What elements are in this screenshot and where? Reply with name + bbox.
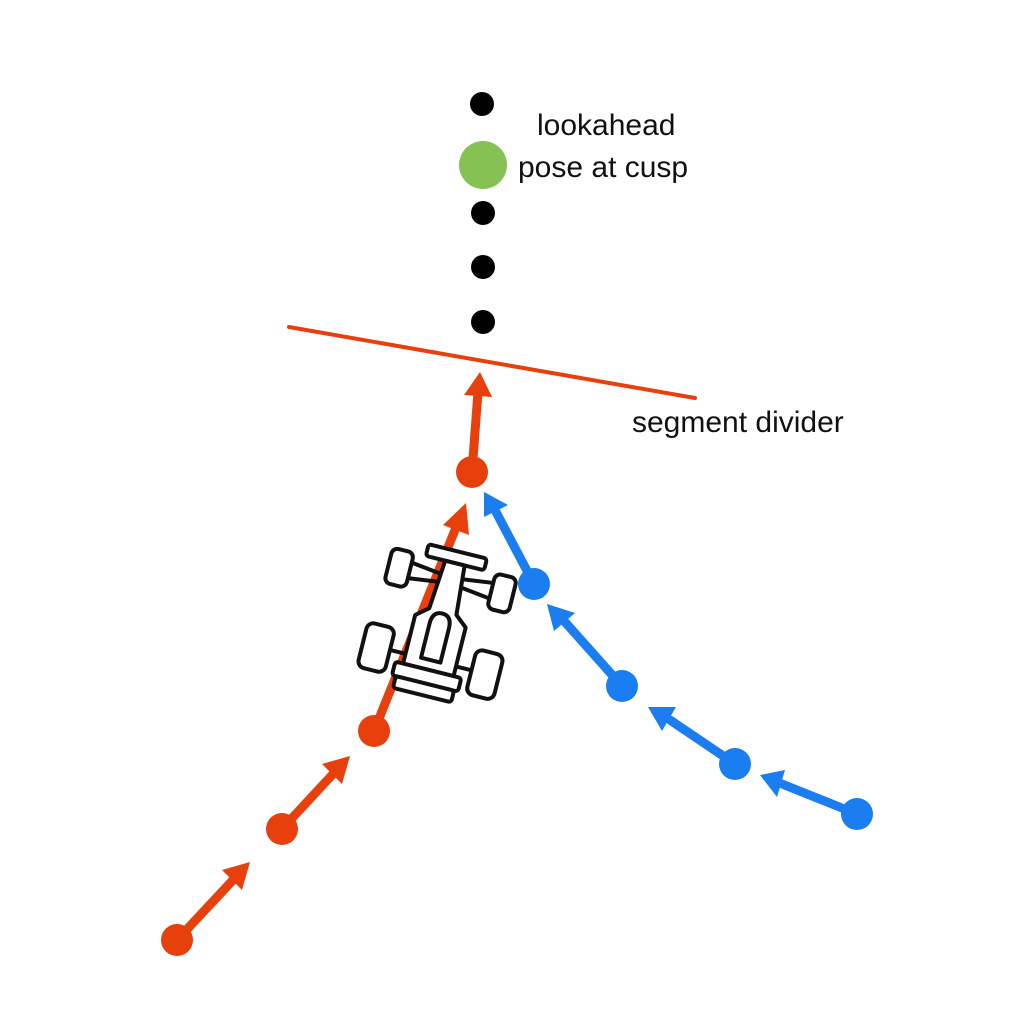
segment-divider-label: segment divider (632, 406, 844, 439)
front-left-wheel (383, 546, 415, 589)
reverse-path (484, 492, 873, 830)
front-left-suspension (411, 560, 443, 577)
rear-right-connector (455, 664, 472, 673)
forward-arrowhead (222, 862, 250, 890)
reverse-arrow-shaft (777, 779, 862, 819)
forward-arrow-shaft (277, 769, 338, 834)
reverse-arrowhead (760, 770, 785, 797)
lookahead-point (471, 255, 495, 279)
forward-path (161, 372, 492, 956)
reverse-arrowhead (484, 492, 508, 517)
reverse-arrows (491, 507, 862, 819)
front-left-suspension (407, 576, 441, 584)
segment-divider-line (287, 325, 697, 400)
forward-waypoints (161, 456, 488, 956)
forward-arrowhead (464, 372, 492, 397)
cockpit (419, 611, 452, 665)
reverse-arrowhead (547, 604, 575, 631)
reverse-arrowhead (648, 707, 676, 731)
front-right-wheel (486, 572, 518, 615)
forward-arrow-shaft (172, 875, 238, 945)
forward-arrow-shaft (467, 387, 483, 477)
forward-arrowheads (222, 372, 492, 890)
rear-left-connector (389, 648, 406, 656)
forward-arrowhead (443, 503, 469, 535)
rear-wing-lower (391, 674, 456, 704)
lookahead-point (471, 201, 495, 225)
reverse-arrow-shaft (665, 715, 740, 769)
pose-at-cusp-label: pose at cusp (518, 151, 688, 184)
front-right-suspension (458, 584, 491, 601)
cusp-pose-marker (459, 141, 507, 189)
reverse-waypoints (518, 568, 873, 830)
reverse-arrow-shaft (491, 507, 539, 589)
rear-left-wheel (356, 621, 396, 674)
rear-right-wheel (465, 648, 505, 701)
forward-arrowhead (322, 756, 350, 784)
reverse-arrow-shaft (560, 617, 627, 691)
race-car-icon (356, 542, 518, 704)
front-right-suspension (461, 577, 494, 585)
lookahead-label: lookahead (537, 109, 675, 142)
lookahead-point (471, 310, 495, 334)
lookahead-point (470, 92, 494, 116)
reverse-arrowheads (484, 492, 785, 797)
lookahead-points (470, 92, 495, 334)
